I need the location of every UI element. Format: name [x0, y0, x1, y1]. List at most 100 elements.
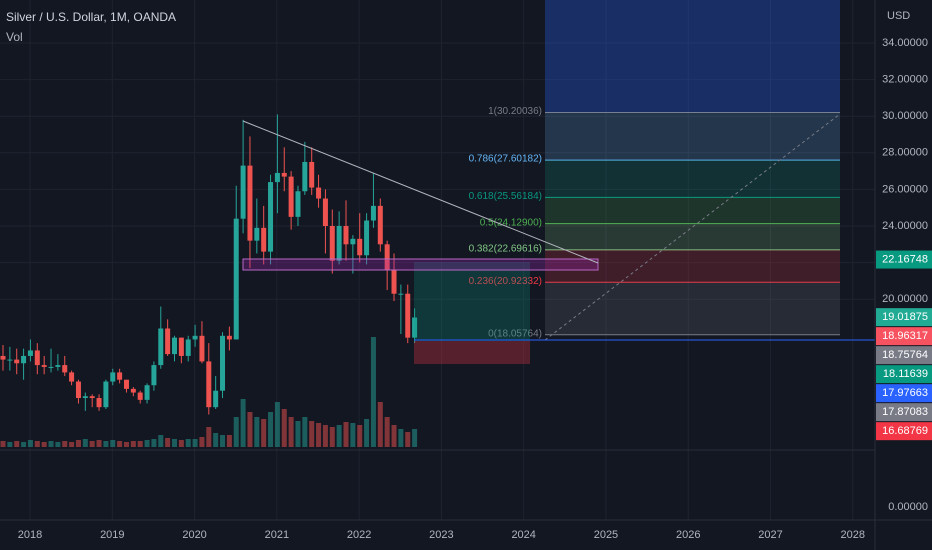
- volume-bar: [55, 442, 61, 447]
- candle-body: [309, 161, 315, 188]
- volume-bar: [226, 435, 232, 447]
- volume-bar: [405, 432, 411, 447]
- volume-bar: [199, 437, 205, 447]
- candle-body: [62, 365, 68, 373]
- candles: [0, 114, 418, 415]
- fib-label: 0.786(27.60182): [469, 154, 542, 165]
- candle-body: [220, 335, 226, 391]
- candle-body: [261, 227, 267, 252]
- volume-bar: [377, 402, 383, 447]
- x-tick-label: 2024: [511, 529, 535, 541]
- x-tick-label: 2020: [182, 529, 206, 541]
- volume-bar: [391, 425, 397, 447]
- candle-body: [322, 198, 328, 227]
- long-position-loss: [414, 341, 530, 364]
- volume-bar: [62, 441, 68, 447]
- x-tick-label: 2028: [841, 529, 865, 541]
- y-tick-label: 32.00000: [882, 74, 928, 86]
- price-label-box: [876, 403, 932, 422]
- price-label: 17.97663: [882, 387, 928, 399]
- volume-bar: [261, 419, 267, 447]
- x-tick-label: 2026: [676, 529, 700, 541]
- volume-bar: [158, 435, 164, 447]
- volume-bar: [117, 441, 123, 447]
- price-label-box: [876, 327, 932, 346]
- volume-bar: [48, 441, 54, 447]
- candle-body: [123, 379, 129, 389]
- volume-bar: [316, 423, 322, 447]
- volume-bar: [322, 425, 328, 447]
- volume: [0, 337, 418, 447]
- candle-body: [384, 244, 390, 270]
- volume-bar: [144, 440, 150, 447]
- candle-body: [103, 381, 109, 408]
- volume-bar: [309, 421, 315, 447]
- volume-bar: [268, 412, 274, 447]
- candle-body: [254, 227, 260, 241]
- volume-bar: [295, 421, 301, 447]
- volume-bar: [82, 439, 88, 447]
- candle-body: [391, 269, 397, 294]
- candle-body: [213, 390, 219, 408]
- volume-bar: [412, 429, 418, 447]
- fib-band: [545, 282, 840, 335]
- candle-body: [0, 355, 6, 360]
- grid: [0, 0, 875, 520]
- fib-band: [545, 112, 840, 161]
- candle-body: [192, 335, 198, 340]
- volume-bar: [172, 439, 177, 447]
- volume-bar: [75, 440, 81, 447]
- candle-body: [268, 182, 274, 252]
- volume-bar: [384, 417, 390, 447]
- x-tick-label: 2025: [594, 529, 618, 541]
- candle-body: [82, 396, 88, 399]
- candle-body: [329, 226, 335, 261]
- candle-body: [96, 398, 102, 408]
- candle-body: [281, 172, 287, 177]
- volume-bar: [240, 399, 246, 447]
- chart-title: Silver / U.S. Dollar, 1M, OANDA: [6, 10, 176, 24]
- candle-body: [151, 365, 157, 386]
- volume-bar: [357, 425, 363, 447]
- volume-bar: [27, 440, 33, 447]
- y-tick-label: 30.00000: [882, 110, 928, 122]
- long-position-profit: [414, 262, 530, 341]
- candle-body: [377, 205, 383, 245]
- volume-bar: [185, 439, 191, 447]
- price-label: 17.87083: [882, 406, 928, 418]
- candle-body: [21, 355, 27, 364]
- fib-band: [545, 223, 840, 250]
- price-label: 18.11639: [883, 368, 928, 380]
- volume-bar: [329, 427, 335, 447]
- fib-label: 0(18.05764): [488, 328, 542, 339]
- price-label: 22.16748: [882, 253, 928, 265]
- candle-body: [370, 205, 376, 221]
- volume-bar: [247, 412, 253, 447]
- candle-body: [336, 226, 342, 261]
- axes: 20.0000022.0000024.0000026.0000028.00000…: [18, 37, 932, 541]
- candle-body: [350, 238, 356, 245]
- volume-bar: [151, 439, 157, 447]
- y-tick-label: 20.00000: [882, 293, 928, 305]
- volume-bar: [350, 423, 356, 447]
- candle-body: [55, 365, 61, 367]
- volume-bar: [0, 441, 6, 447]
- y-tick-label: 26.00000: [882, 183, 928, 195]
- volume-bar: [7, 442, 13, 447]
- trend-line: [242, 120, 599, 264]
- volume-bar: [178, 440, 184, 447]
- volume-bar: [96, 440, 102, 447]
- price-label-box: [876, 422, 932, 441]
- price-label-box: [876, 308, 932, 327]
- y-tick-label: 28.00000: [882, 147, 928, 159]
- candle-body: [364, 220, 370, 256]
- volume-bar: [69, 442, 75, 447]
- price-label: 18.96317: [882, 330, 928, 342]
- price-label-box: [876, 250, 932, 269]
- candle-body: [130, 388, 136, 393]
- x-tick-label: 2027: [758, 529, 782, 541]
- fib-label: 0.618(25.56184): [469, 191, 542, 202]
- volume-bar: [254, 417, 260, 447]
- volume-bar: [213, 433, 219, 447]
